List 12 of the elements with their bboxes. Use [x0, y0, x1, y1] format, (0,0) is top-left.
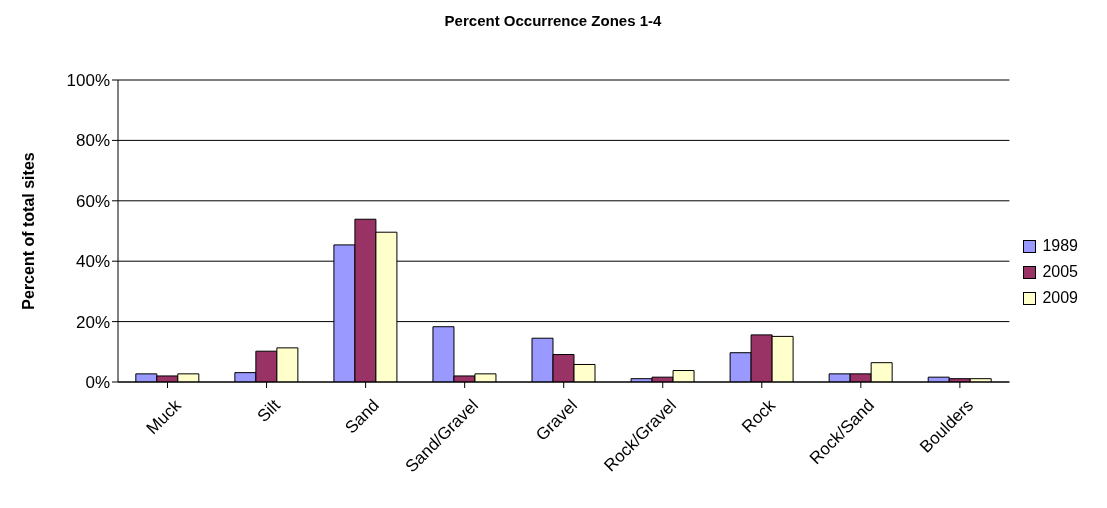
y-tick-label: 40%: [75, 252, 110, 272]
y-axis-title: Percent of total sites: [19, 152, 37, 310]
y-tick-label: 80%: [75, 131, 110, 151]
y-tick-label: 100%: [66, 71, 110, 91]
y-tick-label: 60%: [75, 191, 110, 211]
x-tick-label: Silt: [253, 395, 284, 426]
chart-title: Percent Occurrence Zones 1-4: [443, 11, 663, 31]
legend-label: 2005: [1041, 263, 1078, 280]
legend-label: 1989: [1041, 237, 1078, 254]
y-tick-label: 0%: [85, 373, 110, 393]
y-tick-label: 20%: [75, 312, 110, 332]
legend-label: 2009: [1041, 289, 1078, 306]
